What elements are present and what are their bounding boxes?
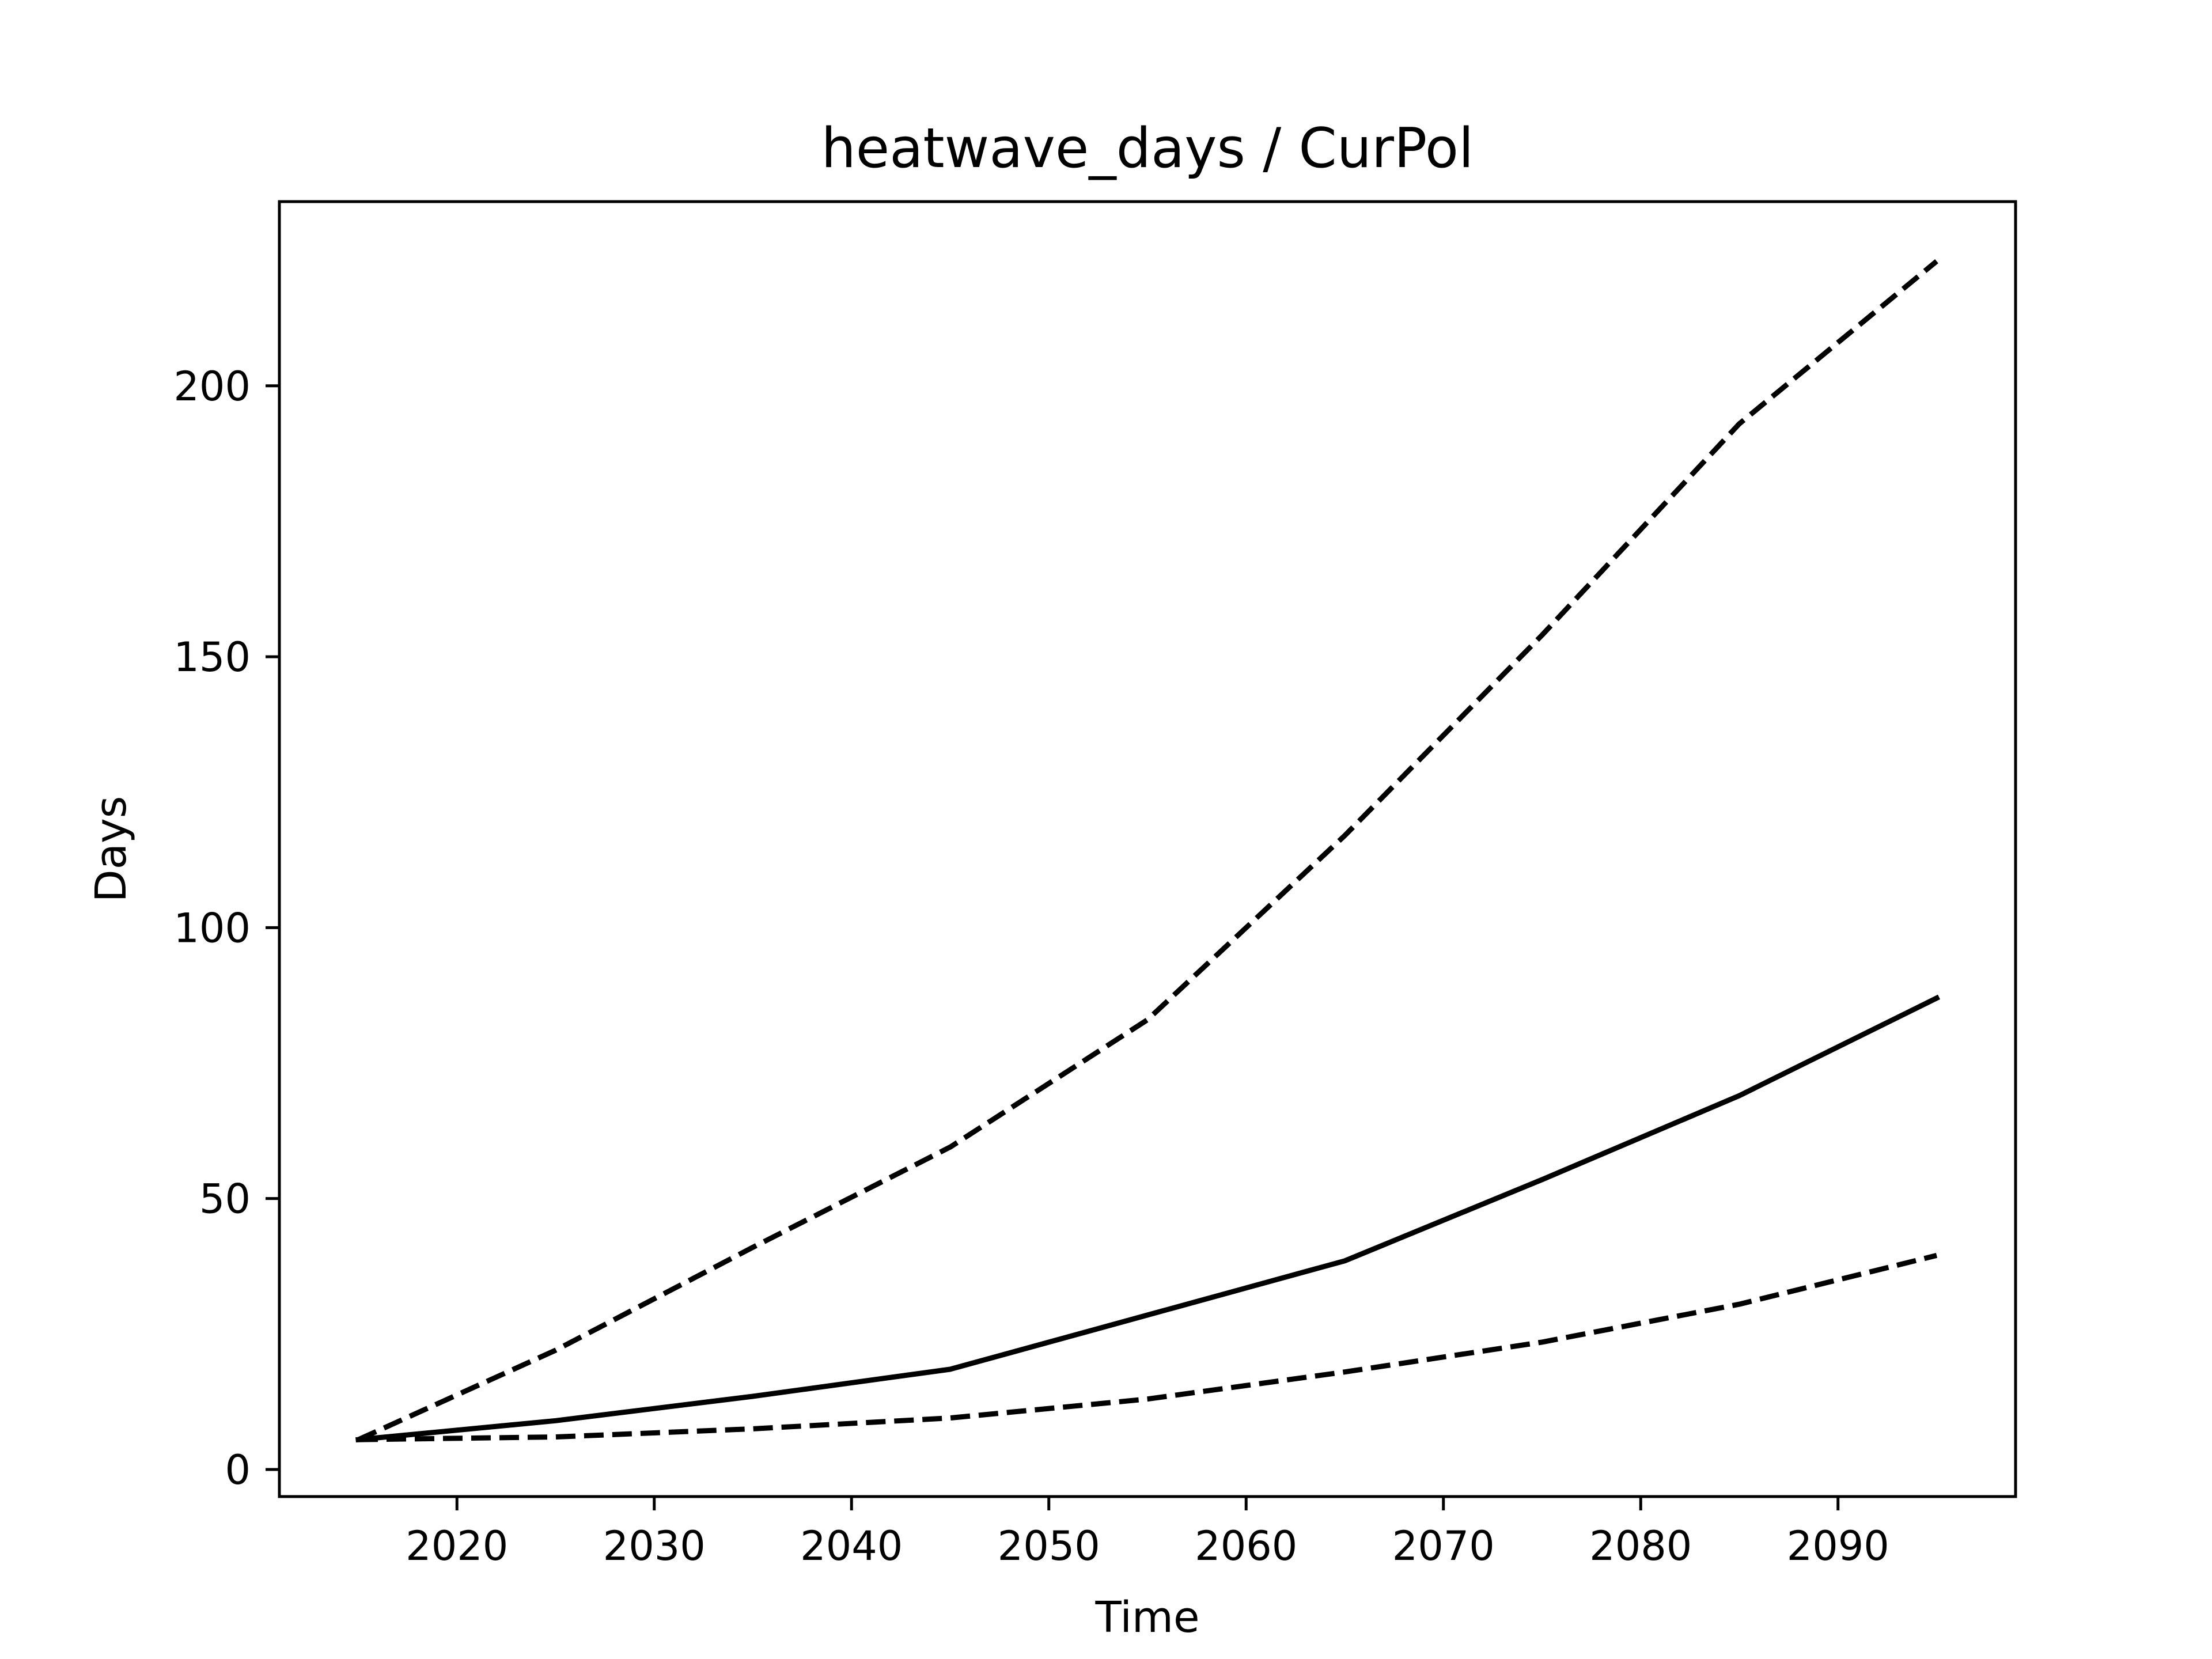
x-tick-label: 2040 (800, 1522, 903, 1570)
x-tick-label: 2030 (603, 1522, 706, 1570)
x-tick-label: 2050 (998, 1522, 1100, 1570)
y-tick-label: 100 (173, 904, 251, 952)
series-line-2 (355, 994, 1941, 1443)
series-layer (355, 259, 1941, 1443)
y-tick-label: 150 (173, 634, 251, 681)
series-line-1 (357, 259, 1938, 1442)
x-tick-label: 2020 (406, 1522, 508, 1570)
x-tick-label: 2070 (1392, 1522, 1495, 1570)
chart-title: heatwave_days / CurPol (821, 117, 1474, 180)
y-tick-label: 50 (199, 1176, 251, 1223)
y-axis-label: Days (86, 796, 136, 903)
x-tick-label: 2080 (1589, 1522, 1692, 1570)
series-line-3 (358, 1253, 1938, 1442)
y-axis-ticks: 0 50 100 150 200 (173, 363, 279, 1494)
y-tick-label: 0 (225, 1446, 251, 1494)
x-axis-label: Time (1094, 1593, 1199, 1642)
plot-area-frame (278, 200, 2017, 1498)
x-tick-label: 2060 (1195, 1522, 1297, 1570)
y-tick-label: 200 (173, 363, 251, 410)
x-axis-ticks: 2020 2030 2040 2050 2060 2070 2080 2090 (406, 1497, 1889, 1570)
x-tick-label: 2090 (1787, 1522, 1889, 1570)
